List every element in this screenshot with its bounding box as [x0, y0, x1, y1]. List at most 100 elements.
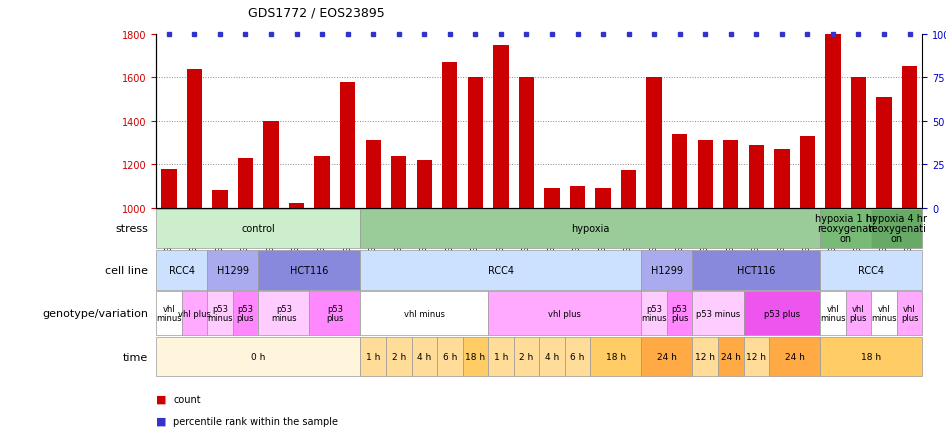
Text: time: time	[123, 352, 149, 362]
Bar	[360, 337, 386, 377]
Bar	[514, 337, 539, 377]
Bar	[360, 292, 488, 335]
Bar	[902, 67, 918, 208]
Bar	[718, 337, 744, 377]
Bar	[692, 337, 718, 377]
Text: 1 h: 1 h	[494, 352, 508, 361]
Text: 18 h: 18 h	[465, 352, 485, 361]
Bar	[156, 209, 360, 249]
Bar	[692, 250, 820, 290]
Bar	[846, 292, 871, 335]
Bar	[876, 98, 892, 208]
Bar	[463, 337, 488, 377]
Bar	[820, 250, 922, 290]
Text: HCT116: HCT116	[290, 265, 328, 275]
Bar	[258, 250, 360, 290]
Bar	[595, 189, 611, 208]
Bar	[871, 209, 922, 249]
Bar	[850, 78, 867, 208]
Text: 1 h: 1 h	[366, 352, 380, 361]
Text: hypoxia 1 hr
reoxygenati
on: hypoxia 1 hr reoxygenati on	[815, 214, 876, 244]
Bar	[697, 141, 713, 208]
Bar	[769, 337, 820, 377]
Bar	[799, 137, 815, 208]
Bar	[646, 78, 662, 208]
Text: p53
plus: p53 plus	[236, 305, 254, 322]
Text: 12 h: 12 h	[746, 352, 766, 361]
Bar	[641, 292, 667, 335]
Text: vhl minus: vhl minus	[404, 309, 445, 318]
Bar	[641, 337, 692, 377]
Text: vhl plus: vhl plus	[178, 309, 211, 318]
Bar	[386, 337, 412, 377]
Text: p53
plus: p53 plus	[326, 305, 343, 322]
Text: 4 h: 4 h	[417, 352, 431, 361]
Text: H1299: H1299	[217, 265, 249, 275]
Text: p53 plus: p53 plus	[763, 309, 800, 318]
Bar	[186, 69, 202, 208]
Text: 18 h: 18 h	[861, 352, 882, 361]
Text: 6 h: 6 h	[443, 352, 457, 361]
Text: percentile rank within the sample: percentile rank within the sample	[173, 416, 338, 426]
Bar	[360, 209, 820, 249]
Text: p53
minus: p53 minus	[207, 305, 233, 322]
Text: ■: ■	[156, 394, 166, 404]
Bar	[263, 122, 279, 208]
Bar	[233, 292, 258, 335]
Bar	[897, 292, 922, 335]
Bar	[565, 337, 590, 377]
Bar	[641, 250, 692, 290]
Bar	[207, 250, 258, 290]
Bar	[493, 46, 509, 208]
Text: vhl
plus: vhl plus	[901, 305, 919, 322]
Bar	[744, 292, 820, 335]
Bar	[820, 209, 871, 249]
Text: HCT116: HCT116	[737, 265, 776, 275]
Bar	[488, 337, 514, 377]
Bar	[569, 187, 586, 208]
Text: vhl
minus: vhl minus	[871, 305, 897, 322]
Text: stress: stress	[115, 224, 149, 234]
Text: vhl plus: vhl plus	[549, 309, 581, 318]
Text: RCC4: RCC4	[168, 265, 195, 275]
Text: p53
minus: p53 minus	[271, 305, 297, 322]
Bar	[182, 292, 207, 335]
Text: cell line: cell line	[105, 265, 149, 275]
Bar	[156, 250, 207, 290]
Bar	[258, 292, 309, 335]
Bar	[340, 82, 356, 208]
Bar	[212, 191, 228, 208]
Bar	[442, 63, 458, 208]
Bar	[314, 156, 330, 208]
Bar	[774, 150, 790, 208]
Text: p53 minus: p53 minus	[696, 309, 740, 318]
Text: 6 h: 6 h	[570, 352, 585, 361]
Text: 18 h: 18 h	[605, 352, 626, 361]
Bar	[590, 337, 641, 377]
Bar	[820, 337, 922, 377]
Text: hypoxia 4 hr
reoxygenati
on: hypoxia 4 hr reoxygenati on	[867, 214, 927, 244]
Bar	[156, 292, 182, 335]
Bar	[360, 250, 641, 290]
Bar	[539, 337, 565, 377]
Text: RCC4: RCC4	[858, 265, 885, 275]
Bar	[161, 169, 177, 208]
Bar	[488, 292, 641, 335]
Text: p53
plus: p53 plus	[671, 305, 689, 322]
Bar	[289, 204, 305, 208]
Bar	[544, 189, 560, 208]
Text: ■: ■	[156, 416, 166, 426]
Text: 2 h: 2 h	[392, 352, 406, 361]
Bar	[365, 141, 381, 208]
Text: RCC4: RCC4	[488, 265, 514, 275]
Bar	[820, 292, 846, 335]
Text: GDS1772 / EOS23895: GDS1772 / EOS23895	[248, 7, 385, 20]
Text: vhl
minus: vhl minus	[820, 305, 846, 322]
Bar	[416, 161, 432, 208]
Text: H1299: H1299	[651, 265, 683, 275]
Bar	[309, 292, 360, 335]
Bar	[723, 141, 739, 208]
Bar	[412, 337, 437, 377]
Text: control: control	[241, 224, 275, 234]
Bar	[518, 78, 534, 208]
